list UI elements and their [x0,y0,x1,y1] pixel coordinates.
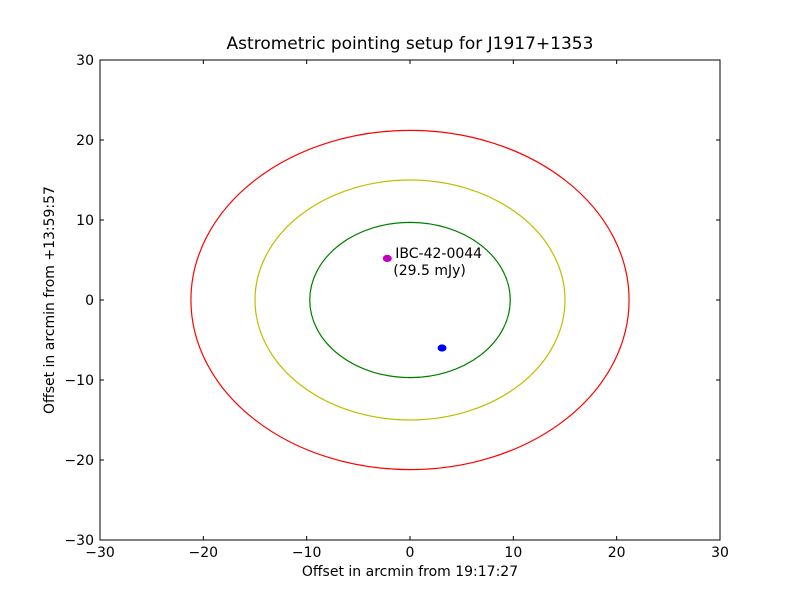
plot-frame [99,59,721,541]
y-axis-label: Offset in arcmin from +13:59:57 [42,186,58,414]
point-label-flux: (29.5 mJy) [393,263,466,279]
x-tick-label: 0 [406,545,415,561]
y-tick-label: −20 [64,453,94,469]
y-tick-label: −30 [64,533,94,549]
y-tick-label: 0 [85,293,94,309]
x-tick-label: 20 [608,545,626,561]
circle-1 [254,179,566,421]
y-tick-label: −10 [64,373,94,389]
pointing-circles [190,129,630,471]
y-tick-label: 20 [76,133,94,149]
x-tick-label: −30 [85,545,115,561]
axis-ticks: −30 −20 −10 0 10 20 30 −30 −20 −10 0 10 20 30 [64,53,728,561]
x-tick-label: −10 [292,545,322,561]
point-label-name: IBC-42-0044 [395,246,482,262]
data-points: IBC-42-0044 (29.5 mJy) [382,246,482,352]
x-axis-label: Offset in arcmin from 19:17:27 [302,564,518,580]
x-tick-label: −20 [189,545,219,561]
data-point-1 [437,344,447,352]
data-point-0 [382,254,392,262]
x-tick-label: 30 [711,545,729,561]
chart-title: Astrometric pointing setup for J1917+135… [227,34,594,54]
y-tick-label: 10 [76,213,94,229]
circle-2 [309,221,511,379]
y-tick-label: 30 [76,53,94,69]
circle-0 [190,129,630,471]
x-tick-label: 10 [504,545,522,561]
